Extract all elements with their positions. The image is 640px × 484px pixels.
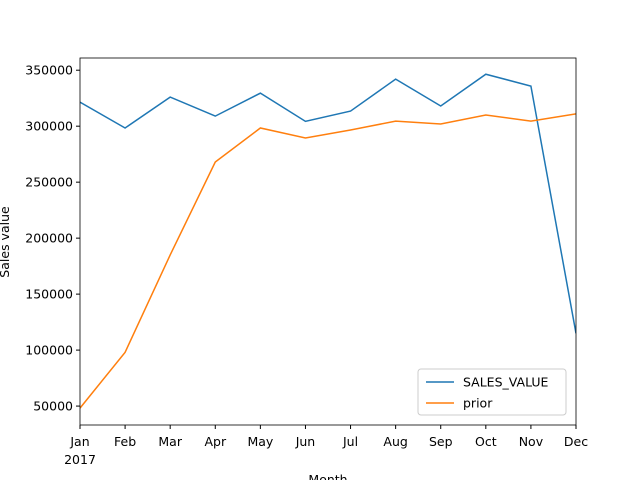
legend-label: prior bbox=[463, 396, 493, 411]
y-tick-label: 250000 bbox=[25, 175, 73, 190]
x-tick-label: Aug bbox=[383, 434, 407, 449]
x-year-label: 2017 bbox=[64, 452, 96, 467]
y-axis-label: Sales value bbox=[0, 206, 12, 278]
legend-label: SALES_VALUE bbox=[463, 375, 549, 390]
x-tick-label: Sep bbox=[429, 434, 453, 449]
x-tick-label: Jan bbox=[69, 434, 89, 449]
x-tick-label: May bbox=[247, 434, 273, 449]
y-tick-label: 300000 bbox=[25, 119, 73, 134]
x-tick-label: Mar bbox=[158, 434, 182, 449]
line-series bbox=[80, 73, 576, 334]
y-tick-label: 150000 bbox=[25, 287, 73, 302]
plot-frame bbox=[79, 57, 577, 426]
y-tick-label: 50000 bbox=[33, 399, 73, 414]
x-tick-label: Apr bbox=[204, 434, 226, 449]
x-tick-label: Nov bbox=[519, 434, 544, 449]
x-tick-label: Feb bbox=[114, 434, 136, 449]
x-tick-label: Dec bbox=[564, 434, 588, 449]
x-tick-label: Jul bbox=[342, 434, 358, 449]
y-tick-label: 350000 bbox=[25, 63, 73, 78]
y-tick-label: 200000 bbox=[25, 231, 73, 246]
x-tick-label: Jun bbox=[295, 434, 316, 449]
x-tick-label: Oct bbox=[475, 434, 497, 449]
legend-box bbox=[417, 368, 567, 416]
x-axis-label: Month bbox=[308, 472, 347, 480]
line-series bbox=[80, 113, 576, 409]
y-tick-label: 100000 bbox=[25, 343, 73, 358]
